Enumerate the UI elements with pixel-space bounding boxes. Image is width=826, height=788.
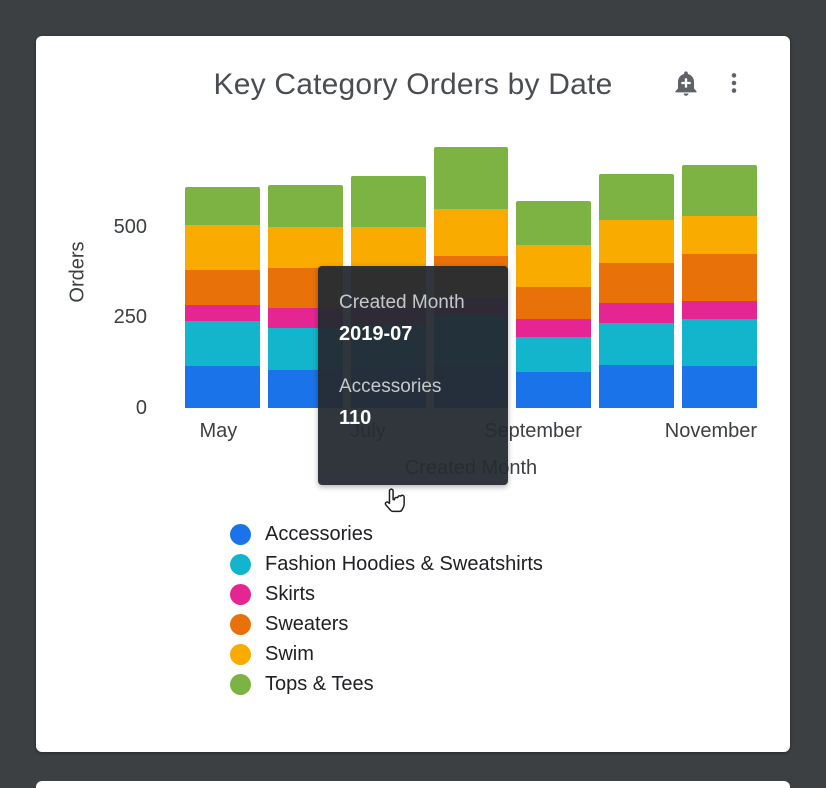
kebab-menu-icon (721, 70, 747, 99)
bar-segment-swim[interactable] (516, 244, 592, 287)
bar-segment-accessories[interactable] (185, 366, 260, 408)
tile-actions (672, 70, 748, 98)
bar-2019-11[interactable] (682, 165, 758, 408)
bar-2019-10[interactable] (599, 174, 675, 408)
legend-swatch-icon (230, 584, 251, 605)
bar-2019-09[interactable] (516, 201, 592, 408)
legend-item-sweaters[interactable]: Sweaters (230, 613, 790, 635)
tooltip-field-value: 2019-07 (339, 323, 413, 345)
legend-item-fashion-hoodies-sweatshirts[interactable]: Fashion Hoodies & Sweatshirts (230, 553, 790, 575)
x-tick-label: September (484, 420, 582, 442)
bar-segment-fashion-hoodies-sweatshirts[interactable] (185, 321, 260, 367)
legend-swatch-icon (230, 614, 251, 635)
chart-tooltip: Created Month 2019-07 Accessories 110 (318, 266, 508, 485)
bar-segment-tops-tees[interactable] (267, 185, 343, 227)
bar-segment-sweaters[interactable] (185, 270, 260, 305)
bar-segment-sweaters[interactable] (516, 286, 592, 320)
bar-segment-fashion-hoodies-sweatshirts[interactable] (599, 322, 675, 365)
bar-segment-fashion-hoodies-sweatshirts[interactable] (516, 337, 592, 372)
bar-segment-accessories[interactable] (516, 371, 592, 408)
bar-segment-skirts[interactable] (682, 301, 758, 320)
tile-header: Key Category Orders by Date (36, 36, 790, 114)
x-tick-label: May (199, 420, 238, 442)
bar-segment-tops-tees[interactable] (682, 165, 758, 216)
legend-label: Sweaters (265, 613, 349, 635)
bar-segment-accessories[interactable] (682, 366, 758, 408)
y-tick-label: 250 (113, 306, 147, 329)
legend-label: Tops & Tees (265, 673, 374, 695)
bar-segment-swim[interactable] (267, 226, 343, 269)
bar-segment-swim[interactable] (433, 208, 509, 256)
bar-segment-sweaters[interactable] (599, 263, 675, 303)
tooltip-field-label: Created Month (339, 292, 465, 313)
bar-segment-tops-tees[interactable] (185, 186, 260, 225)
legend-swatch-icon (230, 644, 251, 665)
bar-2019-05[interactable] (185, 186, 260, 408)
bar-segment-fashion-hoodies-sweatshirts[interactable] (682, 319, 758, 367)
bar-segment-swim[interactable] (185, 224, 260, 271)
x-tick-label: November (664, 420, 758, 442)
dashboard-tile: Key Category Orders by Date Orders 0 250 5… (36, 36, 790, 752)
bar-segment-tops-tees[interactable] (350, 175, 426, 227)
tooltip-series-value: 110 (339, 407, 372, 429)
legend-item-tops-tees[interactable]: Tops & Tees (230, 673, 790, 695)
legend-label: Accessories (265, 523, 373, 545)
bar-segment-tops-tees[interactable] (599, 174, 675, 220)
bar-segment-accessories[interactable] (599, 364, 675, 408)
legend-swatch-icon (230, 524, 251, 545)
bar-segment-skirts[interactable] (599, 302, 675, 323)
legend-item-accessories[interactable]: Accessories (230, 523, 790, 545)
y-axis-title: Orders (66, 241, 89, 303)
bar-segment-skirts[interactable] (516, 319, 592, 338)
add-alert-button[interactable] (672, 70, 700, 98)
chart-title: Key Category Orders by Date (213, 68, 613, 101)
bar-segment-sweaters[interactable] (682, 254, 758, 302)
legend-item-skirts[interactable]: Skirts (230, 583, 790, 605)
bar-segment-swim[interactable] (682, 215, 758, 255)
bar-segment-tops-tees[interactable] (433, 147, 509, 209)
legend: Accessories Fashion Hoodies & Sweatshirts… (230, 523, 790, 695)
bar-segment-tops-tees[interactable] (516, 201, 592, 245)
legend-swatch-icon (230, 674, 251, 695)
y-tick-label: 500 (113, 215, 147, 238)
legend-label: Skirts (265, 583, 315, 605)
y-tick-label: 0 (135, 397, 147, 419)
tooltip-series-label: Accessories (339, 376, 442, 397)
x-tick-label (260, 420, 327, 443)
hand-pointer-cursor-icon (378, 484, 412, 523)
legend-item-swim[interactable]: Swim (230, 643, 790, 665)
x-tick-label (590, 420, 657, 443)
bar-segment-skirts[interactable] (185, 304, 260, 322)
bell-plus-icon (672, 69, 700, 100)
legend-swatch-icon (230, 554, 251, 575)
tile-menu-button[interactable] (720, 70, 748, 98)
legend-label: Swim (265, 643, 314, 665)
next-tile-edge (36, 781, 790, 788)
bar-segment-swim[interactable] (599, 219, 675, 264)
bar-segment-swim[interactable] (350, 226, 426, 271)
legend-label: Fashion Hoodies & Sweatshirts (265, 553, 543, 575)
